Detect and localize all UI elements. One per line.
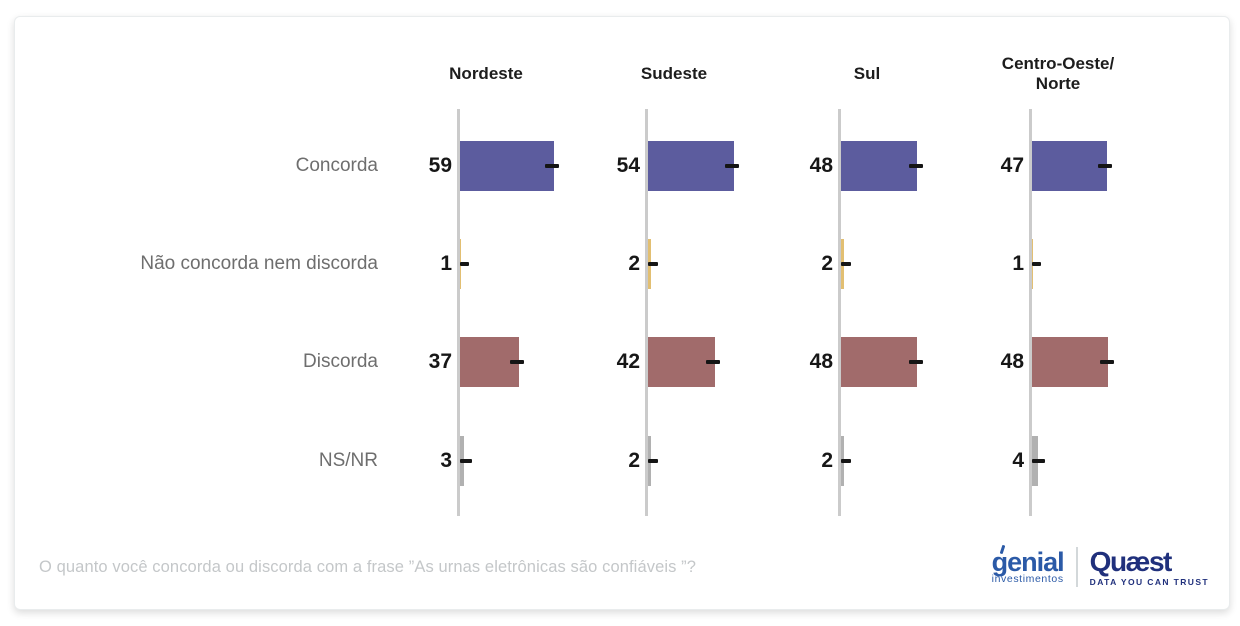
genial-tagline: investimentos — [991, 573, 1064, 585]
value-label: 4 — [1012, 449, 1024, 472]
margin-of-error-dash — [1031, 262, 1041, 266]
margin-of-error-dash — [647, 262, 659, 266]
margin-of-error-dash — [840, 262, 852, 266]
value-label: 48 — [809, 350, 833, 373]
margin-of-error-dash — [908, 164, 923, 168]
branding-logos: genial investimentos Quæst DATA YOU CAN … — [991, 544, 1209, 587]
quaest-logo: Quæst DATA YOU CAN TRUST — [1089, 547, 1209, 587]
margin-of-error-dash — [725, 164, 740, 168]
logo-divider — [1075, 547, 1078, 587]
category-label: Discorda — [303, 351, 378, 372]
genial-logo: genial investimentos — [991, 544, 1065, 585]
genial-name: genial — [991, 547, 1065, 577]
region-axis-line — [1028, 109, 1032, 516]
bar — [459, 141, 554, 191]
category-label: Concorda — [295, 155, 378, 176]
value-label: 2 — [628, 252, 640, 275]
bar — [840, 337, 918, 387]
quaest-q-pixel-icon — [1095, 560, 1099, 564]
category-label: Não concorda nem discorda — [140, 253, 378, 274]
region-axis-line — [837, 109, 841, 516]
value-label: 48 — [1000, 350, 1024, 373]
bar — [459, 337, 519, 387]
margin-of-error-dash — [908, 360, 923, 364]
value-label: 42 — [616, 350, 640, 373]
margin-of-error-dash — [706, 360, 721, 364]
value-label: 2 — [628, 449, 640, 472]
value-label: 37 — [428, 350, 452, 373]
value-label: 47 — [1000, 154, 1024, 177]
margin-of-error-dash — [510, 360, 525, 364]
quaest-wordmark: Quæst — [1090, 547, 1209, 575]
value-label: 1 — [1012, 252, 1024, 275]
margin-of-error-dash — [459, 459, 472, 463]
region-header-line: Norte — [1035, 74, 1081, 93]
margin-of-error-dash — [1099, 360, 1114, 364]
region-axis-line — [456, 109, 460, 516]
value-label: 48 — [809, 154, 833, 177]
bar — [647, 337, 715, 387]
bar — [1031, 337, 1109, 387]
genial-wordmark: genial — [991, 544, 1065, 577]
region-header-line: Sudeste — [640, 64, 708, 83]
region-header: Sudeste — [641, 64, 707, 84]
quaest-tagline: DATA YOU CAN TRUST — [1089, 576, 1209, 587]
bar — [1031, 141, 1107, 191]
margin-of-error-dash — [459, 262, 469, 266]
margin-of-error-dash — [545, 164, 560, 168]
category-label: NS/NR — [318, 450, 378, 471]
bar — [647, 141, 734, 191]
value-label: 59 — [428, 154, 452, 177]
survey-question: O quanto você concorda ou discorda com a… — [39, 557, 697, 576]
value-label: 1 — [440, 252, 452, 275]
quaest-q-pixel-icon — [1101, 558, 1105, 562]
margin-of-error-dash — [840, 459, 852, 463]
grouped-bar-chart: Concorda Não concorda nem discorda Discord… — [15, 17, 1229, 609]
region-header-line: Nordeste — [449, 64, 523, 83]
region-header: Sul — [854, 64, 880, 84]
chart-card: Concorda Não concorda nem discorda Discord… — [14, 16, 1230, 610]
value-label: 54 — [616, 154, 640, 177]
region-axis-line — [644, 109, 648, 516]
region-header-line: Sul — [853, 64, 881, 83]
margin-of-error-dash — [647, 459, 659, 463]
margin-of-error-dash — [1031, 459, 1046, 463]
value-label: 3 — [440, 449, 452, 472]
chart-footer: O quanto você concorda ou discorda com a… — [39, 539, 1209, 595]
region-header: Centro-Oeste/Norte — [1002, 54, 1114, 94]
margin-of-error-dash — [1098, 164, 1113, 168]
value-label: 2 — [821, 252, 833, 275]
quaest-q-pixel-icon — [1096, 554, 1101, 559]
region-header: Nordeste — [449, 64, 523, 84]
value-label: 2 — [821, 449, 833, 472]
bar — [840, 141, 918, 191]
region-header-line: Centro-Oeste/ — [1001, 54, 1115, 73]
